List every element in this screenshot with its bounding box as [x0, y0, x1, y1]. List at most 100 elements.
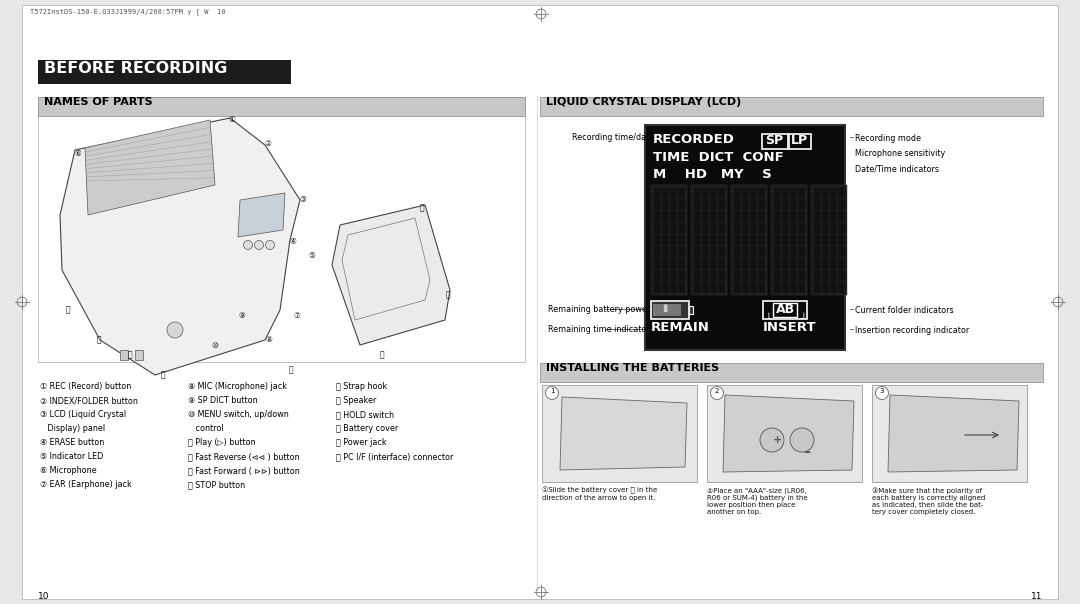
Bar	[707, 385, 862, 482]
Bar	[813, 270, 821, 281]
Bar	[677, 281, 685, 292]
Text: ⑳: ⑳	[288, 365, 294, 374]
Bar	[797, 199, 805, 210]
Bar	[822, 223, 828, 234]
Text: REMAIN: REMAIN	[651, 321, 710, 334]
Bar	[693, 270, 701, 281]
Bar	[677, 187, 685, 198]
Bar	[717, 223, 725, 234]
Bar	[773, 211, 781, 222]
Bar	[822, 234, 828, 245]
Bar	[822, 187, 828, 198]
Bar	[702, 258, 708, 269]
Bar	[653, 234, 661, 245]
Text: +: +	[772, 435, 782, 445]
Text: INSTALLING THE BATTERIES: INSTALLING THE BATTERIES	[546, 363, 719, 373]
Bar	[782, 281, 788, 292]
Bar	[773, 303, 797, 317]
Bar	[702, 281, 708, 292]
Text: TIME  DICT  CONF: TIME DICT CONF	[653, 151, 784, 164]
Bar	[733, 234, 741, 245]
Text: BEFORE RECORDING: BEFORE RECORDING	[44, 61, 228, 76]
Bar	[670, 211, 676, 222]
Bar	[813, 199, 821, 210]
Bar	[670, 234, 676, 245]
Bar	[750, 258, 756, 269]
Bar	[750, 199, 756, 210]
Bar	[829, 199, 837, 210]
Bar	[773, 281, 781, 292]
Text: ┘: ┘	[800, 314, 806, 324]
Bar	[661, 199, 669, 210]
Bar	[789, 199, 797, 210]
Text: ⑤ Indicator LED: ⑤ Indicator LED	[40, 452, 104, 461]
Text: ⑪ Play (▷) button: ⑪ Play (▷) button	[188, 438, 256, 447]
Text: ①Slide the battery cover ⑱ in the
direction of the arrow to open it.: ①Slide the battery cover ⑱ in the direct…	[542, 487, 658, 501]
Bar	[837, 223, 845, 234]
Text: ③ LCD (Liquid Crystal: ③ LCD (Liquid Crystal	[40, 410, 126, 419]
Bar	[742, 281, 748, 292]
Bar	[653, 223, 661, 234]
Bar	[789, 223, 797, 234]
Bar	[710, 281, 716, 292]
Bar	[829, 211, 837, 222]
Bar	[651, 185, 687, 295]
Bar	[782, 270, 788, 281]
Bar	[782, 211, 788, 222]
Bar	[717, 258, 725, 269]
Bar	[771, 185, 807, 295]
Bar	[677, 234, 685, 245]
Bar	[710, 199, 716, 210]
Bar	[733, 187, 741, 198]
Bar	[670, 258, 676, 269]
Bar	[822, 281, 828, 292]
Bar	[693, 187, 701, 198]
Text: ⑲ Power jack: ⑲ Power jack	[336, 438, 387, 447]
Text: ② INDEX/FOLDER button: ② INDEX/FOLDER button	[40, 396, 138, 405]
Bar	[731, 185, 767, 295]
Bar	[789, 258, 797, 269]
Bar	[693, 246, 701, 257]
Text: ⑩: ⑩	[212, 341, 218, 350]
Bar	[717, 211, 725, 222]
Text: ⑮: ⑮	[446, 291, 450, 300]
Text: ⑭: ⑭	[66, 306, 70, 315]
Text: ④ ERASE button: ④ ERASE button	[40, 438, 105, 447]
Bar	[813, 211, 821, 222]
Bar	[693, 223, 701, 234]
Text: ⑮ Strap hook: ⑮ Strap hook	[336, 382, 388, 391]
Bar	[653, 281, 661, 292]
Bar	[837, 211, 845, 222]
Bar	[653, 199, 661, 210]
Bar	[789, 246, 797, 257]
Bar	[829, 270, 837, 281]
Bar	[872, 385, 1027, 482]
Text: ⑯ Speaker: ⑯ Speaker	[336, 396, 376, 405]
Bar	[677, 199, 685, 210]
Bar	[822, 270, 828, 281]
Bar	[38, 60, 291, 84]
Bar	[742, 258, 748, 269]
Bar	[773, 234, 781, 245]
Bar	[38, 97, 525, 362]
Bar	[789, 234, 797, 245]
Text: ②: ②	[265, 138, 271, 147]
Text: ③Make sure that the polarity of
each battery is correctly aligned
as indicated, : ③Make sure that the polarity of each bat…	[872, 487, 985, 515]
Bar	[670, 187, 676, 198]
Text: Date/Time indicators: Date/Time indicators	[855, 164, 939, 173]
Bar	[813, 234, 821, 245]
Text: ⑲: ⑲	[380, 350, 384, 359]
Bar	[797, 270, 805, 281]
Circle shape	[243, 240, 253, 249]
Bar	[677, 270, 685, 281]
Text: └: └	[766, 314, 772, 324]
Bar	[757, 223, 765, 234]
Text: ⑧: ⑧	[266, 335, 272, 344]
Bar	[693, 258, 701, 269]
Bar	[789, 281, 797, 292]
Bar	[702, 223, 708, 234]
Bar	[661, 223, 669, 234]
Bar	[789, 270, 797, 281]
Bar	[837, 199, 845, 210]
Bar	[717, 270, 725, 281]
